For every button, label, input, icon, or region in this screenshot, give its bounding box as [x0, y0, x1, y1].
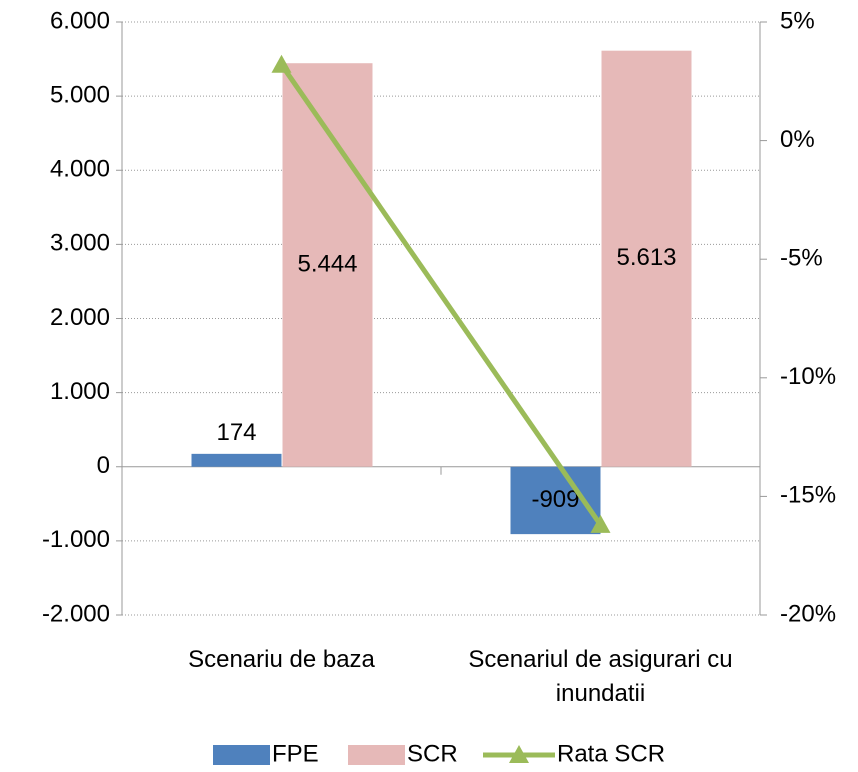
legend-label: SCR — [407, 740, 458, 767]
data-label: -909 — [531, 486, 579, 513]
x-tick-label: Scenariul de asigurari cu inundatii — [468, 646, 733, 707]
legend-marker — [509, 745, 529, 763]
legend-swatch — [213, 745, 270, 765]
y-tick-label: 0 — [97, 452, 110, 479]
data-label: 5.444 — [297, 250, 357, 277]
y-tick-label: 1.000 — [50, 378, 110, 405]
y2-tick-label: -10% — [780, 363, 836, 390]
y2-tick-label: 0% — [780, 126, 815, 153]
y-tick-label: -2.000 — [42, 600, 110, 627]
y2-tick-label: -5% — [780, 245, 823, 272]
y-tick-label: 2.000 — [50, 304, 110, 331]
data-label: 5.613 — [616, 244, 676, 271]
y2-tick-label: -15% — [780, 482, 836, 509]
marker — [590, 514, 611, 533]
marker — [271, 54, 292, 73]
y-tick-label: 3.000 — [50, 230, 110, 257]
x-tick-label: Scenariu de baza — [188, 646, 375, 673]
y-tick-label: 4.000 — [50, 156, 110, 183]
legend-label: FPE — [272, 740, 319, 767]
legend-label: Rata SCR — [557, 740, 665, 767]
line — [279, 63, 603, 527]
y2-tick-label: 5% — [780, 7, 815, 34]
y-tick-label: 6.000 — [50, 7, 110, 34]
y2-tick-label: -20% — [780, 600, 836, 627]
bar — [191, 453, 282, 467]
legend-swatch — [348, 745, 405, 765]
data-label: 174 — [216, 419, 256, 446]
bar — [601, 50, 692, 467]
y-tick-label: 5.000 — [50, 81, 110, 108]
y-tick-label: -1.000 — [42, 526, 110, 553]
